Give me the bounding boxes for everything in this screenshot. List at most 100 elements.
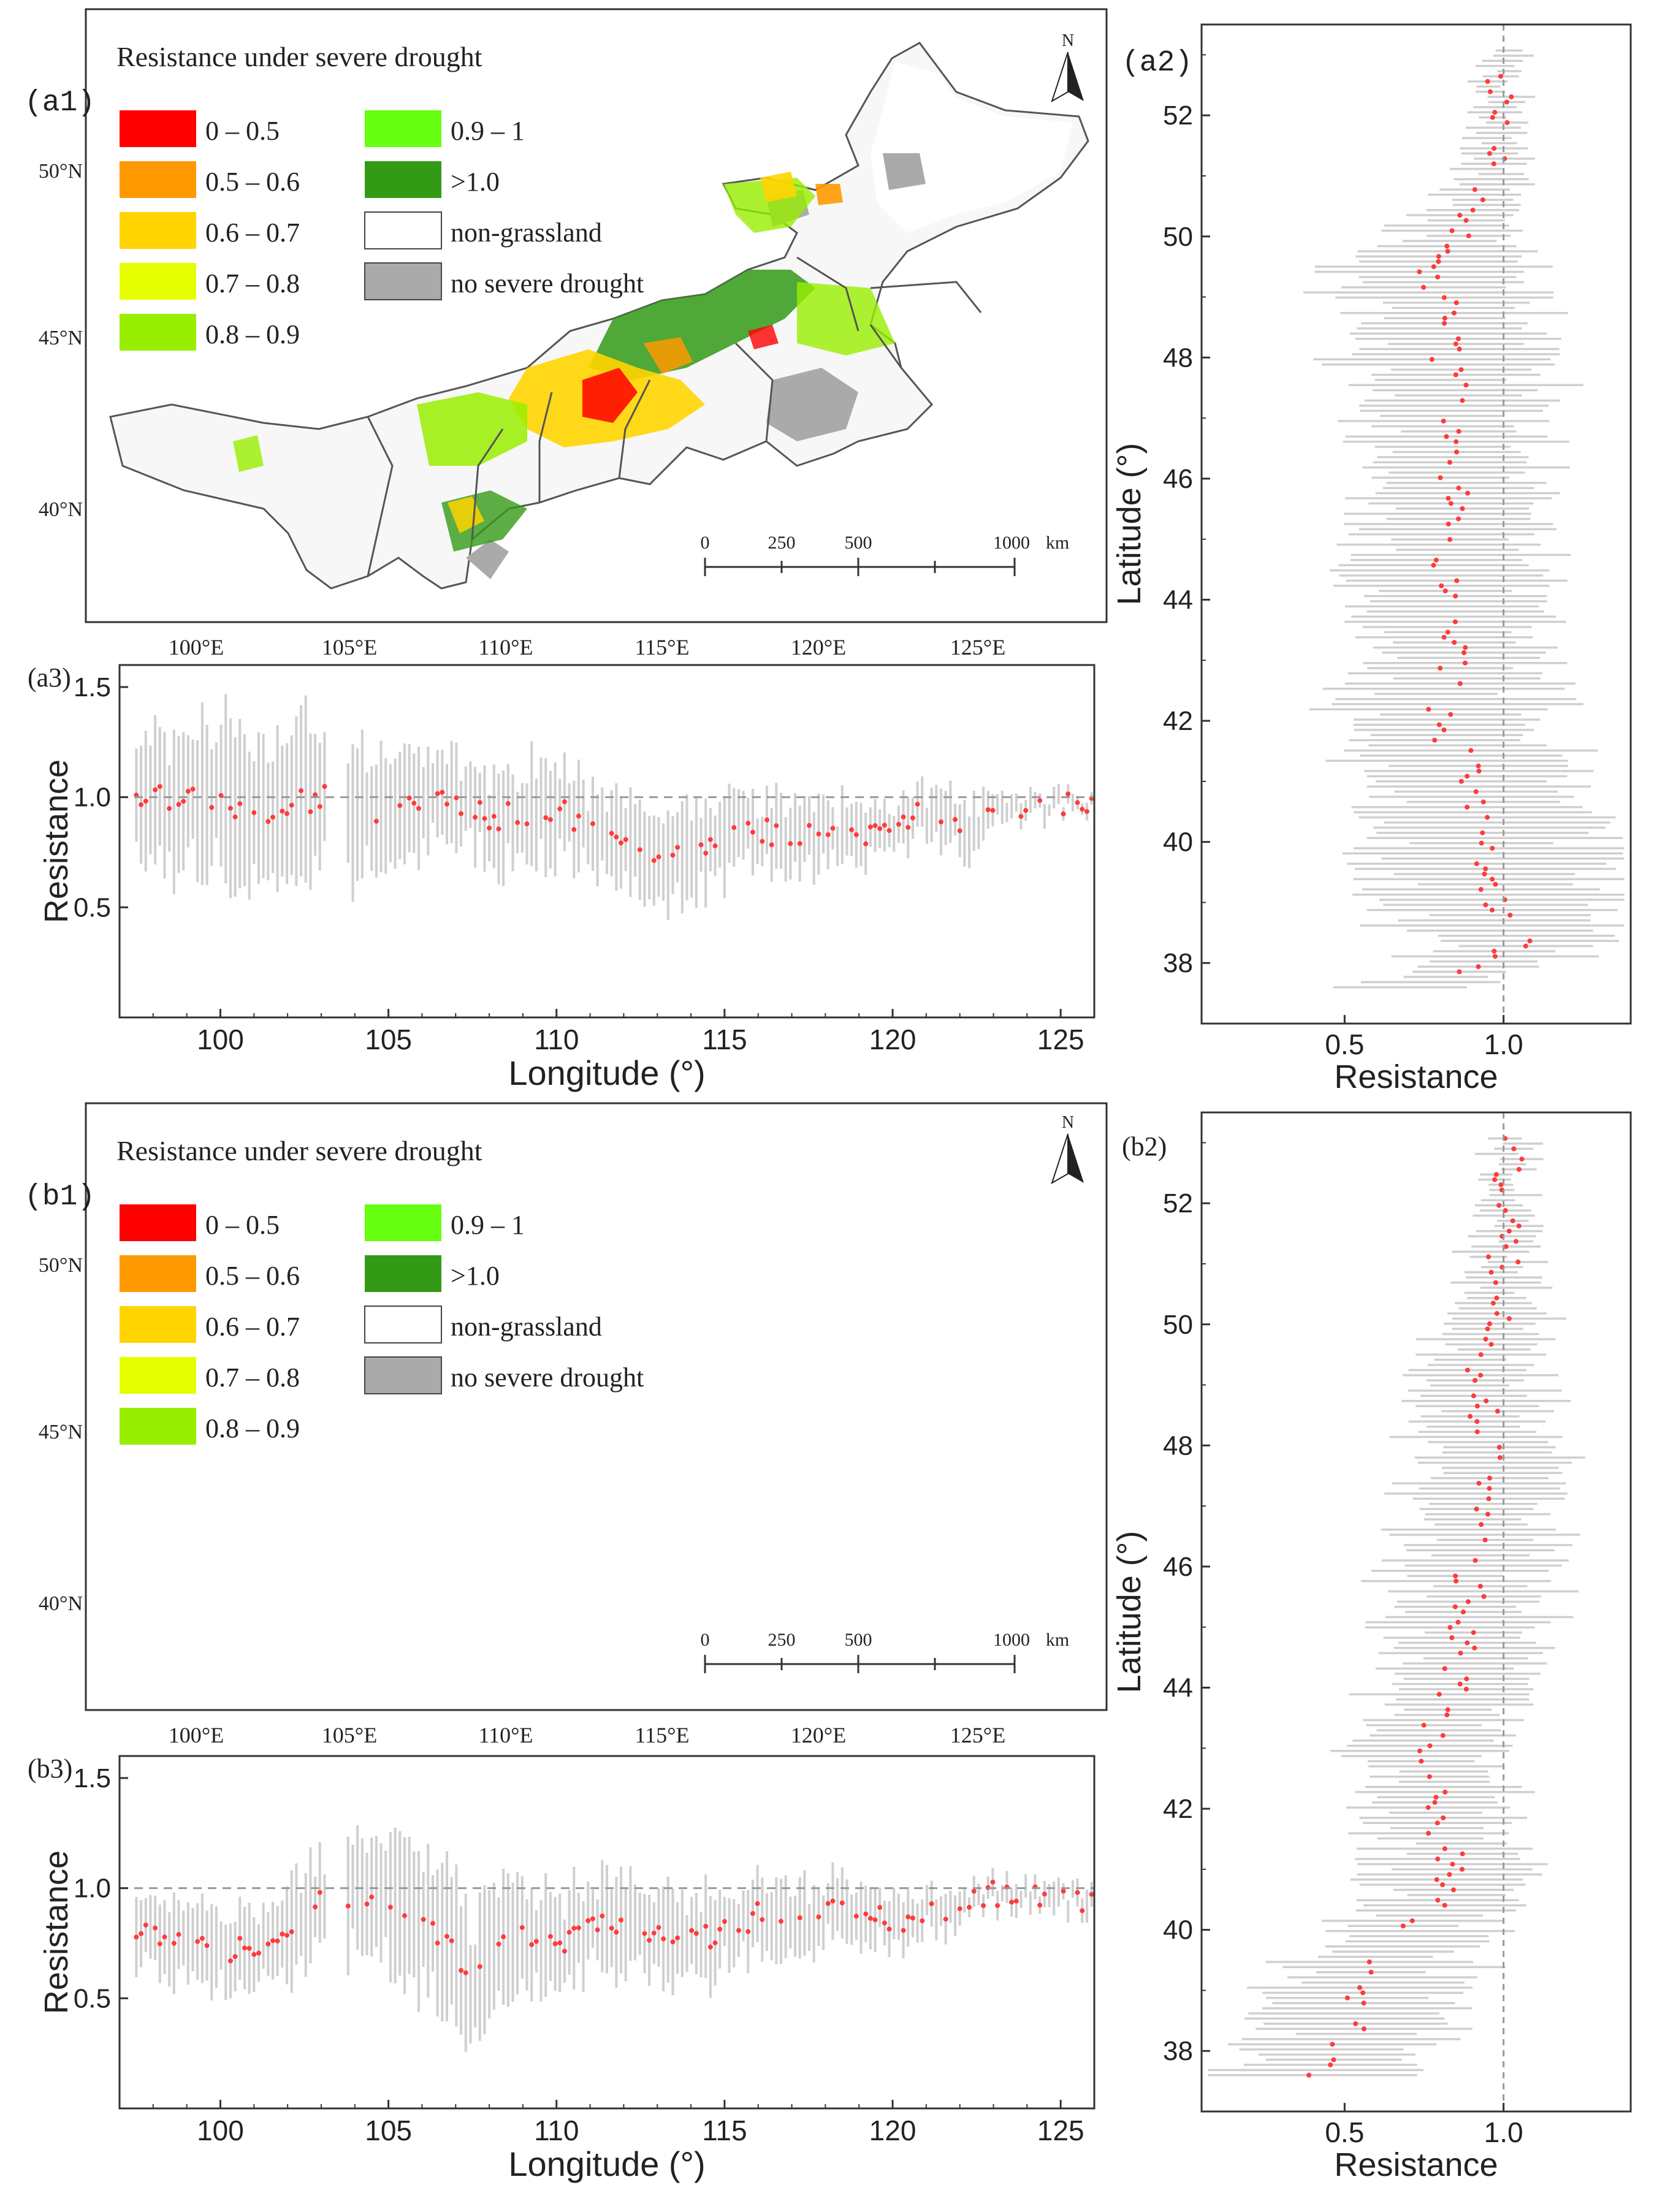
lon-tick-b1-3: 115°E bbox=[635, 1723, 689, 1747]
scale-label-0-b1: 0 bbox=[701, 1630, 710, 1650]
lon-tick-a1-2: 110°E bbox=[478, 635, 533, 659]
data-point bbox=[619, 1917, 624, 1923]
data-point bbox=[1421, 1722, 1427, 1728]
data-point bbox=[454, 795, 459, 800]
data-point bbox=[1453, 341, 1458, 347]
data-point bbox=[1473, 1378, 1478, 1383]
data-point bbox=[1431, 264, 1436, 270]
data-point bbox=[1496, 1445, 1502, 1450]
data-point bbox=[929, 1901, 934, 1907]
data-point bbox=[886, 828, 892, 834]
data-point bbox=[1446, 522, 1451, 526]
legend-label-b1-0: 0 – 0.5 bbox=[205, 1210, 280, 1240]
data-point bbox=[176, 802, 181, 807]
data-point bbox=[1486, 1254, 1492, 1260]
data-point bbox=[1444, 1712, 1450, 1717]
x-tick-label: 110 bbox=[534, 2115, 579, 2146]
x-tick-label: 120 bbox=[869, 1024, 917, 1055]
data-point bbox=[1457, 213, 1463, 218]
data-point bbox=[1494, 1295, 1500, 1301]
data-point bbox=[1445, 629, 1450, 635]
data-point bbox=[1436, 254, 1441, 259]
data-point bbox=[199, 1936, 205, 1941]
data-point bbox=[905, 824, 911, 830]
data-point bbox=[901, 814, 906, 819]
scale-label-250-a1: 250 bbox=[768, 533, 796, 553]
data-point bbox=[623, 837, 628, 842]
lon-tick-b1-2: 110°E bbox=[478, 1723, 533, 1747]
data-point bbox=[1503, 1244, 1509, 1249]
data-point bbox=[830, 1898, 836, 1904]
data-point bbox=[477, 800, 482, 805]
data-point bbox=[1474, 861, 1479, 867]
data-point bbox=[1442, 1846, 1447, 1852]
y-tick-label: 50 bbox=[1163, 1310, 1193, 1340]
data-point bbox=[1447, 537, 1453, 542]
y-tick-label: 44 bbox=[1163, 1673, 1193, 1703]
data-point bbox=[524, 821, 530, 827]
data-point bbox=[1492, 146, 1497, 151]
data-point bbox=[1433, 557, 1439, 563]
data-point bbox=[1455, 336, 1461, 341]
low-resistance-red-a1-1 bbox=[582, 368, 638, 423]
lat-tick-a1-0: 50°N bbox=[39, 160, 83, 183]
legend-label-b1-7: non-grassland bbox=[451, 1312, 602, 1342]
data-point bbox=[1454, 439, 1459, 444]
data-point bbox=[1465, 804, 1470, 810]
data-point bbox=[1421, 284, 1427, 290]
data-point bbox=[1453, 372, 1458, 378]
data-point bbox=[227, 805, 233, 811]
legend-a1: Resistance under severe drought 0 – 0.5 … bbox=[116, 41, 644, 351]
ne-forest-area-a1 bbox=[871, 61, 1073, 233]
panel-label-a3: (a3) bbox=[28, 663, 71, 693]
data-point bbox=[1442, 321, 1447, 326]
data-point bbox=[1450, 1887, 1456, 1893]
y-axis-label: Latitude (°) bbox=[1111, 443, 1148, 606]
data-point bbox=[1456, 485, 1461, 491]
lon-tick-a1-1: 105°E bbox=[322, 635, 377, 659]
low-resistance-red-a1-2 bbox=[748, 325, 779, 349]
data-point bbox=[1080, 807, 1085, 812]
plot-frame bbox=[1200, 23, 1632, 1025]
data-point bbox=[176, 1932, 181, 1937]
data-point bbox=[896, 821, 901, 827]
north-label-b1: N bbox=[1062, 1113, 1074, 1132]
legend-swatch-b1-1 bbox=[120, 1255, 196, 1292]
data-point bbox=[769, 842, 774, 848]
data-point bbox=[317, 1890, 322, 1895]
x-tick-label: 1.0 bbox=[1484, 1028, 1523, 1060]
data-point bbox=[529, 1942, 535, 1947]
data-point bbox=[1426, 707, 1431, 712]
legend-swatch-b1-7 bbox=[364, 1306, 442, 1344]
data-point bbox=[1444, 434, 1449, 439]
data-point bbox=[1472, 1645, 1477, 1651]
data-point bbox=[1427, 1743, 1433, 1749]
data-point bbox=[1441, 1815, 1446, 1820]
data-point bbox=[265, 1941, 271, 1947]
data-point bbox=[482, 816, 487, 821]
data-point bbox=[1483, 1336, 1488, 1342]
data-point bbox=[195, 1939, 200, 1944]
data-point bbox=[162, 1934, 167, 1940]
data-point bbox=[760, 838, 765, 844]
data-point bbox=[1456, 428, 1461, 434]
data-point bbox=[491, 813, 497, 819]
y-tick-label: 46 bbox=[1163, 464, 1193, 494]
data-point bbox=[1084, 809, 1089, 815]
data-point bbox=[571, 827, 577, 832]
data-point bbox=[139, 802, 144, 807]
legend-label-b1-5: 0.9 – 1 bbox=[451, 1210, 525, 1240]
data-point bbox=[990, 808, 996, 813]
data-point bbox=[1510, 1218, 1515, 1223]
data-point bbox=[886, 1926, 892, 1932]
data-point bbox=[157, 784, 162, 789]
x-tick-label: 120 bbox=[869, 2115, 917, 2146]
data-point bbox=[1438, 475, 1443, 481]
x-tick-label: 110 bbox=[534, 1024, 579, 1055]
data-point bbox=[251, 1952, 257, 1957]
data-point bbox=[345, 1903, 351, 1909]
data-point bbox=[421, 1917, 426, 1922]
data-point bbox=[1075, 800, 1080, 805]
panel-label-b2: (b2) bbox=[1122, 1131, 1167, 1161]
data-point bbox=[1464, 1676, 1469, 1682]
